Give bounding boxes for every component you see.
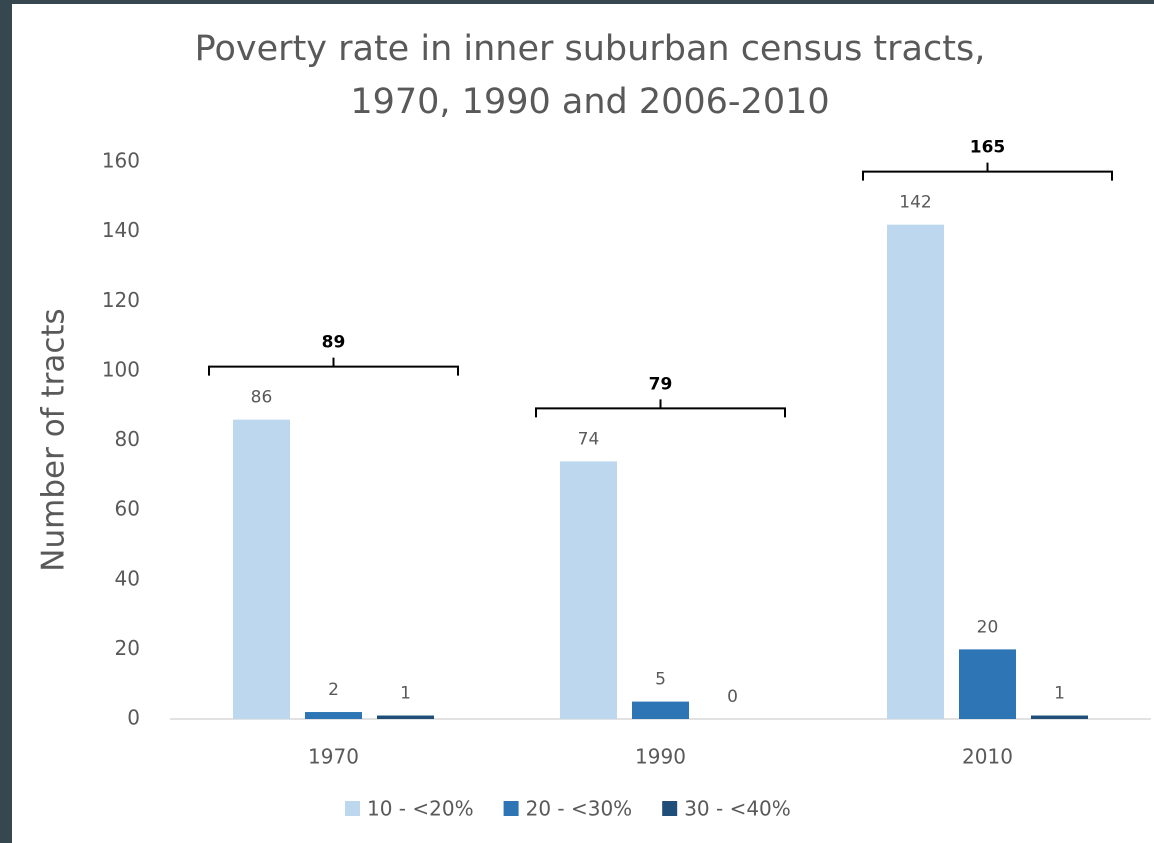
total-label: 79 — [649, 374, 673, 394]
total-label: 165 — [970, 138, 1006, 158]
x-tick-label: 2010 — [962, 745, 1013, 769]
legend-label: 10 - <20% — [367, 797, 474, 821]
y-tick-label: 140 — [102, 218, 140, 242]
y-tick-label: 160 — [102, 149, 140, 173]
chart-title: 1970, 1990 and 2006-2010 — [350, 82, 829, 122]
value-label: 0 — [727, 687, 738, 707]
legend-swatch — [503, 801, 519, 816]
bracket — [862, 162, 1113, 181]
y-tick-label: 40 — [115, 566, 140, 590]
value-label: 86 — [251, 388, 273, 408]
x-tick-label: 1970 — [308, 745, 359, 769]
y-tick-label: 20 — [115, 636, 140, 660]
value-label: 1 — [400, 684, 411, 704]
legend-label: 20 - <30% — [526, 797, 633, 821]
value-label: 1 — [1054, 684, 1065, 704]
bar — [632, 701, 689, 719]
bar — [305, 712, 362, 719]
y-tick-label: 0 — [127, 706, 140, 730]
legend-label: 30 - <40% — [684, 797, 791, 821]
y-tick-label: 80 — [115, 427, 140, 451]
total-label: 89 — [322, 333, 346, 353]
y-tick-label: 100 — [102, 357, 140, 381]
value-label: 74 — [578, 429, 600, 449]
value-label: 20 — [977, 617, 999, 637]
value-label: 2 — [328, 680, 339, 700]
bar — [377, 715, 434, 719]
chart-title: Poverty rate in inner suburban census tr… — [195, 29, 986, 69]
y-axis-title: Number of tracts — [36, 308, 72, 571]
bar — [959, 649, 1016, 719]
bracket — [208, 357, 459, 376]
bar — [560, 461, 617, 719]
x-tick-label: 1990 — [635, 745, 686, 769]
bar — [233, 419, 290, 719]
y-tick-label: 60 — [115, 497, 140, 521]
bracket — [535, 399, 786, 418]
value-label: 142 — [899, 193, 931, 213]
bar — [1031, 715, 1088, 719]
legend-swatch — [662, 801, 678, 816]
y-tick-label: 120 — [102, 288, 140, 312]
value-label: 5 — [655, 670, 666, 690]
bar — [887, 224, 944, 719]
legend-swatch — [345, 801, 360, 816]
